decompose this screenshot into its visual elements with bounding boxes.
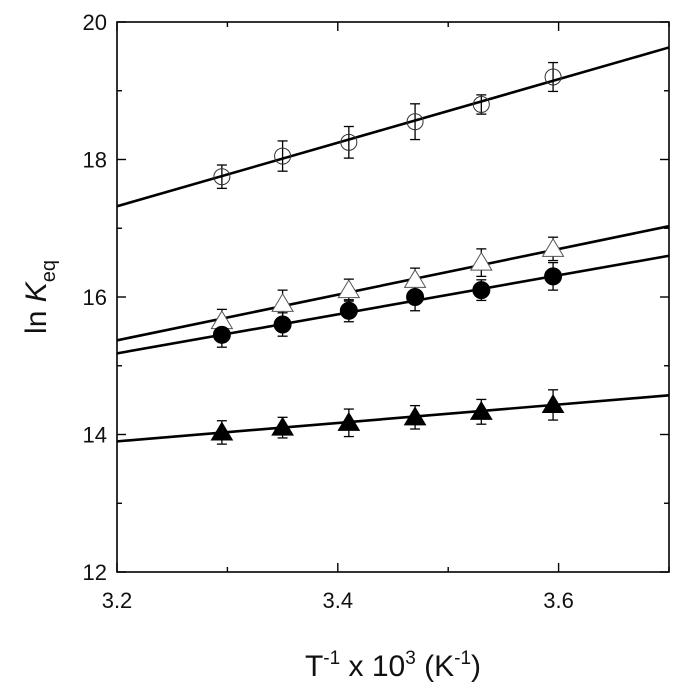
data-point bbox=[472, 96, 490, 113]
data-point bbox=[212, 325, 231, 344]
data-markers bbox=[210, 68, 565, 441]
data-point bbox=[337, 411, 361, 431]
data-point bbox=[469, 400, 493, 420]
data-point bbox=[213, 168, 231, 186]
x-tick-label: 3.2 bbox=[102, 588, 133, 613]
y-tick-label: 20 bbox=[83, 10, 107, 35]
x-tick-label: 3.6 bbox=[543, 588, 574, 613]
data-point bbox=[544, 68, 562, 86]
data-point bbox=[273, 315, 292, 334]
x-axis-label: T-1 x 103 (K-1) bbox=[305, 648, 481, 683]
y-tick-label: 16 bbox=[83, 285, 107, 310]
data-point bbox=[271, 416, 294, 436]
data-point bbox=[541, 393, 565, 413]
data-point bbox=[339, 301, 358, 320]
ticks bbox=[116, 21, 670, 573]
data-point bbox=[403, 406, 427, 426]
data-point bbox=[469, 251, 493, 271]
data-point bbox=[472, 281, 491, 300]
fit-line-2 bbox=[116, 224, 670, 342]
tick-labels: 3.2 3.4 3.6 12 14 16 18 20 bbox=[83, 10, 574, 613]
data-point bbox=[406, 113, 424, 131]
y-tick-label: 14 bbox=[83, 423, 107, 448]
fit-line-4 bbox=[116, 394, 670, 443]
data-point bbox=[541, 237, 565, 257]
x-tick-label: 3.4 bbox=[323, 588, 354, 613]
data-point bbox=[274, 147, 292, 165]
data-point bbox=[337, 279, 361, 299]
data-point bbox=[544, 267, 563, 286]
data-point bbox=[340, 133, 358, 151]
plot-frame bbox=[116, 21, 670, 573]
y-axis-label: ln Keq bbox=[20, 260, 60, 334]
data-point bbox=[271, 292, 294, 312]
error-bars bbox=[216, 61, 559, 445]
data-point bbox=[403, 268, 427, 288]
y-tick-label: 12 bbox=[83, 560, 107, 585]
fit-line-1 bbox=[116, 46, 670, 208]
fit-lines bbox=[116, 46, 670, 443]
fit-line-3 bbox=[116, 254, 670, 355]
data-point bbox=[210, 421, 234, 441]
y-tick-label: 18 bbox=[83, 148, 107, 173]
data-point bbox=[406, 288, 425, 306]
